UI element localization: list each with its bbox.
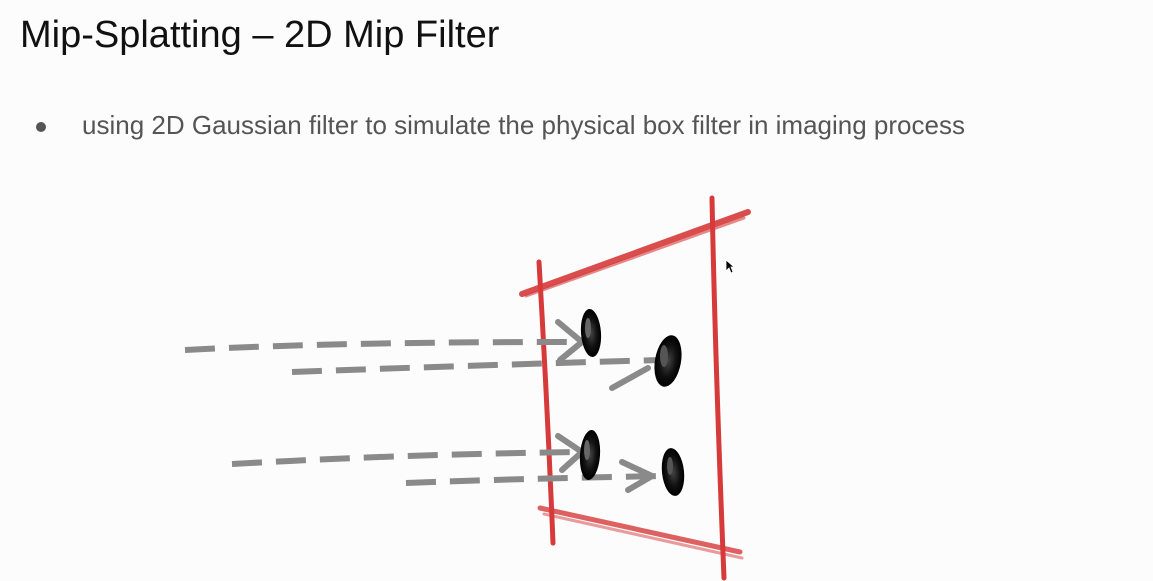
gaussian-splat-4 bbox=[661, 448, 685, 496]
gaussian-splat-4-highlight bbox=[667, 457, 673, 475]
gaussian-splat-2-highlight bbox=[660, 345, 668, 367]
rays bbox=[184, 339, 661, 486]
gaussian-splats bbox=[579, 309, 685, 496]
arrowheads bbox=[555, 319, 655, 493]
bullet-dot-icon bbox=[36, 121, 46, 132]
frame-right-edge bbox=[709, 195, 727, 581]
bullet-text: using 2D Gaussian filter to simulate the… bbox=[82, 110, 965, 140]
mouse-pointer-icon bbox=[725, 259, 735, 274]
gaussian-splat-3 bbox=[579, 430, 601, 480]
gaussian-splat-3-highlight bbox=[584, 440, 590, 460]
ray-4 bbox=[405, 473, 661, 486]
ray-3 bbox=[231, 449, 576, 467]
gaussian-splat-1-highlight bbox=[585, 318, 591, 338]
ray-2 bbox=[291, 357, 661, 375]
frame-top-edge-stroke2 bbox=[524, 216, 746, 298]
gaussian-splat-1 bbox=[580, 309, 602, 357]
arrowhead-2 bbox=[609, 365, 651, 391]
frame-bottom-edge bbox=[537, 505, 743, 555]
gaussian-splat-2 bbox=[654, 335, 682, 387]
slide-title: Mip-Splatting – 2D Mip Filter bbox=[20, 14, 500, 56]
image-plane-frame bbox=[519, 195, 751, 581]
ray-1 bbox=[184, 339, 576, 353]
frame-bottom-edge-stroke2 bbox=[542, 512, 744, 560]
arrowhead-1 bbox=[555, 319, 585, 363]
bullet-item: using 2D Gaussian filter to simulate the… bbox=[36, 110, 965, 141]
arrowhead-4 bbox=[619, 459, 655, 493]
frame-left-edge bbox=[536, 259, 556, 546]
